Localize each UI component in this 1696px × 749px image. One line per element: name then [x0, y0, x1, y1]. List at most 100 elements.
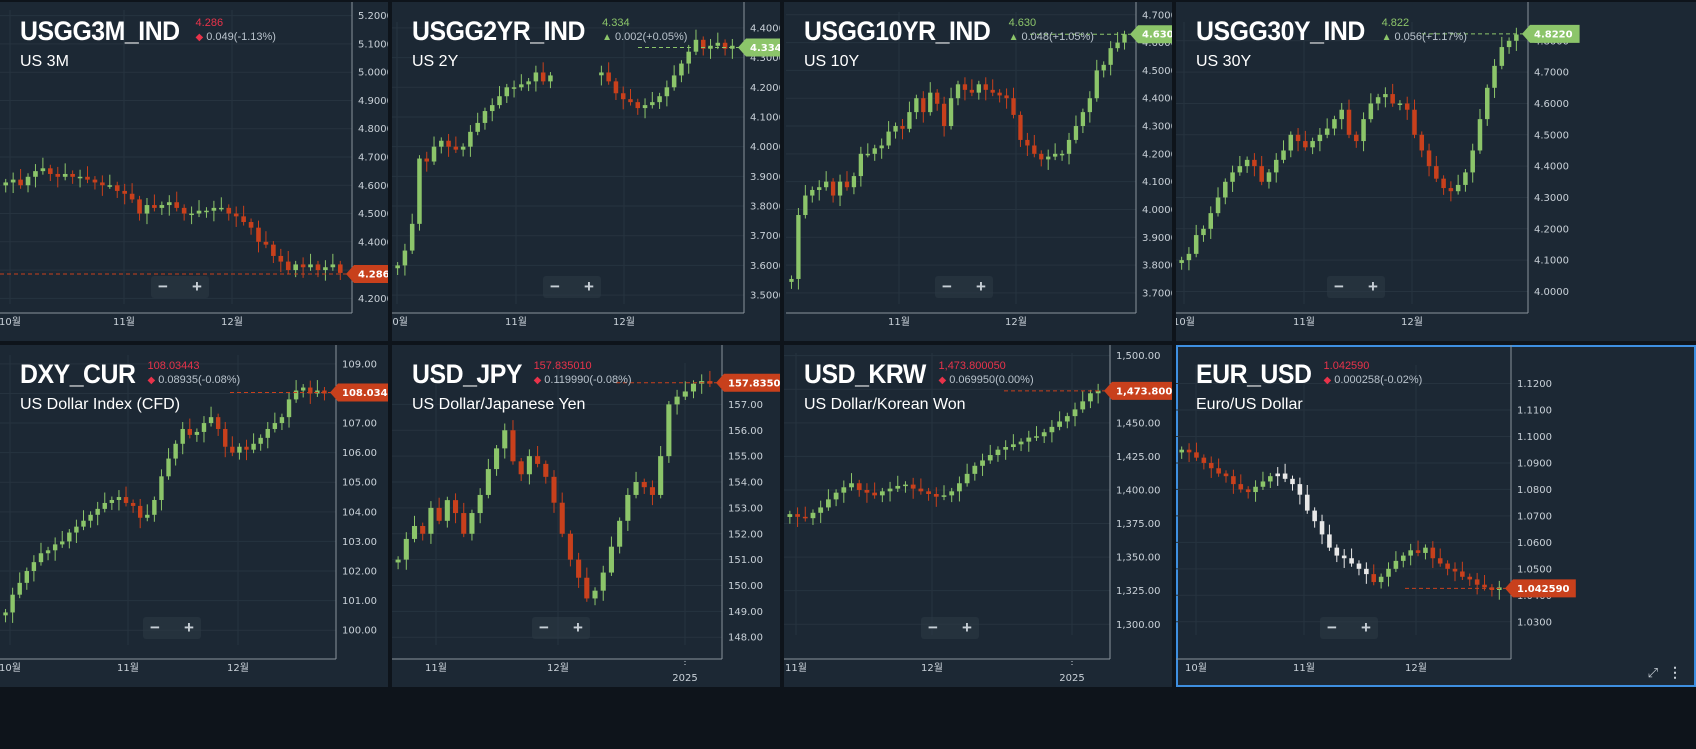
zoom-out-button[interactable]: −: [1334, 277, 1344, 296]
zoom-in-button[interactable]: +: [1361, 618, 1371, 637]
y-tick-label: 1.0700: [1517, 511, 1552, 522]
expand-icon[interactable]: ⤢: [1647, 665, 1658, 680]
candle-body: [1216, 468, 1221, 474]
zoom-out-button[interactable]: −: [942, 277, 952, 296]
chart-panel-usdjpy[interactable]: 157.00 156.00 155.00 154.00 153.00 152.00 151.…: [392, 345, 780, 687]
candle-body: [949, 491, 955, 496]
candle-body: [263, 241, 269, 245]
last-price-tag-label: 4.6300: [1142, 30, 1172, 41]
candle-body: [1303, 141, 1308, 148]
candle-body: [1080, 112, 1086, 127]
zoom-controls: − +: [151, 276, 209, 298]
candle-body: [45, 550, 51, 554]
candle-body: [85, 176, 90, 180]
candle-body: [271, 244, 276, 256]
zoom-out-button[interactable]: −: [158, 277, 168, 296]
candle-body: [420, 525, 426, 534]
x-tick-label: 12월: [221, 316, 243, 328]
candle-body: [137, 199, 142, 214]
candle-body: [1003, 447, 1009, 450]
y-tick-label: 4.3000: [750, 53, 780, 64]
zoom-out-button[interactable]: −: [928, 618, 938, 637]
candle-body: [1108, 48, 1113, 65]
candle-body: [1046, 156, 1051, 160]
candle-body: [1245, 489, 1251, 493]
candle-body: [657, 96, 662, 103]
price-change: 0.119990(-0.08%): [544, 374, 632, 386]
chart-panel-eurusd[interactable]: 1.1200 1.1100 1.1000 1.0900 1.0800 1.0700 1.06…: [1176, 345, 1696, 687]
zoom-out-button[interactable]: −: [539, 618, 549, 637]
zoom-in-button[interactable]: +: [976, 277, 986, 296]
change-down-icon: ◆: [1323, 375, 1332, 386]
candle-body: [1415, 550, 1421, 553]
chart-svg: 109.00108.00107.00106.00105.00104.00103.…: [0, 345, 388, 674]
zoom-in-button[interactable]: +: [573, 618, 583, 637]
panel-header: USGG2YR_IND 4.334 ▲ 0.002(+0.05%): [412, 16, 687, 47]
candle-body: [849, 483, 854, 488]
candle-body: [1094, 70, 1099, 99]
zoom-in-button[interactable]: +: [584, 277, 594, 296]
candle-body: [600, 572, 606, 591]
candle-body: [789, 278, 794, 282]
candle-body: [1080, 401, 1086, 410]
chart-panel-usgg10yr[interactable]: 4.7000 4.6000 4.5000 4.4000 4.3000 4.2000 4.10…: [784, 2, 1172, 341]
chart-panel-usdkrw[interactable]: 1,500.001,475.001,450.001,425.001,400.00…: [784, 345, 1172, 687]
candle-body: [226, 207, 232, 214]
zoom-controls: − +: [921, 617, 979, 639]
candle-body: [1193, 235, 1199, 254]
candle-body: [1186, 449, 1192, 453]
zoom-in-button[interactable]: +: [1368, 277, 1378, 296]
last-price-tag: 4.6300: [1130, 25, 1172, 44]
candle-body: [74, 526, 79, 533]
candle-body: [1317, 134, 1323, 142]
zoom-in-button[interactable]: +: [184, 618, 194, 637]
candle-body: [52, 544, 58, 551]
candle-body: [613, 81, 619, 94]
y-tick-label: 5.2000: [358, 11, 388, 22]
candle-body: [608, 546, 614, 573]
y-tick-label: 4.1000: [1534, 256, 1569, 267]
zoom-out-button[interactable]: −: [1327, 618, 1337, 637]
candle-body: [928, 92, 933, 113]
last-price: 108.03443: [147, 360, 200, 372]
candle-body: [60, 541, 65, 545]
y-tick-label: 1.1200: [1517, 379, 1552, 390]
zoom-out-button[interactable]: −: [150, 618, 160, 637]
last-price-tag: 4.8220: [1522, 24, 1580, 43]
candle-body: [900, 126, 905, 129]
zoom-out-button[interactable]: −: [550, 277, 560, 296]
candle-body: [817, 187, 822, 190]
price-change: 0.069950(0.00%): [949, 374, 1034, 386]
candle-body: [1484, 87, 1490, 120]
candle-body: [1393, 560, 1399, 569]
candle-body: [10, 179, 16, 183]
price-change: 0.056(+1.17%): [1394, 31, 1467, 43]
panel-header: USGG30Y_IND 4.822 ▲ 0.056(+1.17%): [1196, 16, 1467, 47]
more-options-icon[interactable]: ⋮: [1668, 664, 1682, 680]
zoom-in-button[interactable]: +: [192, 277, 202, 296]
chart-panel-usgg3m[interactable]: 5.2000 5.1000 5.0000 4.9000 4.8000 4.7000 4.60…: [0, 2, 388, 341]
candle-body: [1492, 65, 1497, 88]
y-tick-label: 4.7000: [358, 153, 388, 164]
zoom-in-button[interactable]: +: [962, 618, 972, 637]
symbol-title: USGG10YR_IND: [804, 16, 991, 46]
y-tick-label: 1.1000: [1517, 432, 1552, 443]
candle-body: [55, 173, 61, 177]
candle-body: [1032, 145, 1037, 154]
candle-body: [787, 514, 793, 517]
candle-body: [1057, 421, 1062, 427]
chart-panel-dxy[interactable]: 109.00108.00107.00106.00105.00104.00103.…: [0, 345, 388, 687]
candle-body: [233, 213, 239, 217]
candle-body: [628, 99, 633, 103]
y-tick-label: 103.00: [342, 537, 377, 548]
candle-body: [997, 92, 1002, 96]
candle-body: [526, 81, 531, 85]
change-down-icon: ◆: [147, 375, 156, 386]
chart-panel-usgg30y[interactable]: 4.80004.70004.60004.50004.40004.30004.20…: [1176, 2, 1696, 341]
candle-body: [1423, 547, 1428, 553]
x-tick-label: 10월: [0, 316, 21, 328]
symbol-title: USD_KRW: [804, 359, 926, 389]
chart-panel-usgg2yr[interactable]: 4.4000 4.3000 4.2000 4.1000 4.0000 3.9000 3.80…: [392, 2, 780, 341]
last-price-tag-label: 1,473.800050: [1116, 386, 1172, 397]
x-tick-label: 2025: [1059, 673, 1084, 684]
